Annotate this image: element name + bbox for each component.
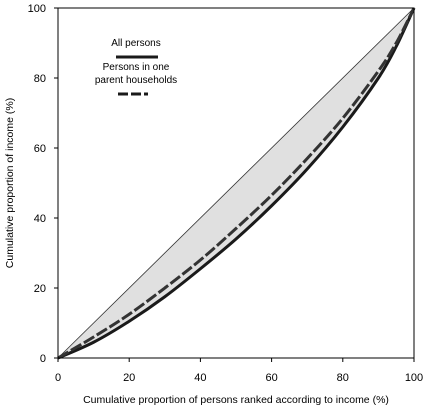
legend: All persons Persons in one parent househ… — [95, 38, 177, 96]
x-axis-title: Cumulative proportion of persons ranked … — [83, 394, 389, 406]
y-tick-label: 20 — [34, 283, 46, 295]
y-tick-label: 0 — [40, 353, 46, 365]
x-tick-label: 20 — [123, 372, 135, 384]
y-tick-label: 80 — [34, 73, 46, 85]
y-axis-title: Cumulative proportion of income (%) — [4, 98, 16, 268]
x-tick-label: 40 — [194, 372, 206, 384]
y-tick-label: 60 — [34, 143, 46, 155]
series-one-parent-households — [57, 7, 416, 360]
x-tick-label: 0 — [55, 372, 61, 384]
y-tick-label: 40 — [34, 213, 46, 225]
legend-label-all-persons: All persons — [111, 38, 160, 49]
series-all-persons — [57, 7, 416, 360]
x-tick-label: 80 — [337, 372, 349, 384]
y-tick-label: 100 — [28, 3, 46, 15]
series-equality-line — [57, 7, 415, 359]
x-tick-label: 100 — [405, 372, 423, 384]
x-tick-label: 60 — [265, 372, 277, 384]
legend-label-one-parent-line2: parent households — [95, 75, 177, 86]
legend-label-one-parent-line1: Persons in one — [103, 62, 170, 73]
plot-frame — [57, 7, 415, 359]
